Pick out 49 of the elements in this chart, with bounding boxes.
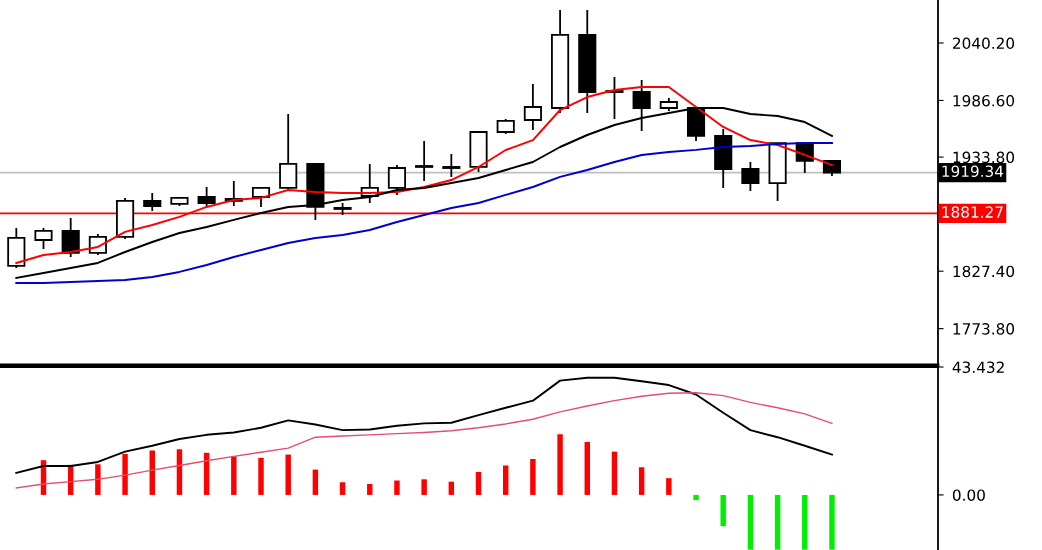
bar (394, 480, 400, 495)
line-series (15, 376, 833, 474)
bar (747, 494, 754, 550)
candlestick (34, 227, 53, 250)
ref-line-label: 1881.27 (942, 206, 1003, 218)
candlestick (61, 217, 80, 258)
candlestick (387, 164, 407, 196)
bar (339, 482, 346, 495)
bar (421, 479, 427, 495)
y-tick-label: 43.432 (952, 361, 1004, 374)
bar (666, 478, 672, 495)
candlestick (741, 161, 760, 192)
y-tick-label: 2040.20 (953, 37, 1015, 50)
candlestick (523, 83, 542, 131)
bar (584, 441, 590, 495)
bar (95, 464, 101, 495)
bar (802, 494, 808, 550)
candlestick (251, 186, 271, 208)
bar (312, 469, 319, 495)
y-tick-label: 0.00 (952, 489, 985, 501)
bar (720, 494, 726, 527)
bar (122, 453, 128, 495)
bar (176, 449, 183, 495)
bar (258, 457, 264, 495)
candlestick (143, 192, 162, 212)
y-tick-label: 1986.60 (953, 94, 1015, 107)
bar (611, 451, 618, 495)
bar (829, 494, 835, 550)
bar (502, 465, 509, 495)
ref-line-label: 1919.34 (942, 165, 1004, 178)
bar (693, 494, 699, 501)
candlestick (442, 153, 461, 178)
bar (638, 467, 645, 495)
bar (774, 494, 781, 550)
bar (231, 456, 237, 495)
bar (475, 471, 482, 495)
y-tick-label: 1933.80 (953, 151, 1015, 164)
candlestick (415, 140, 434, 182)
line-series (15, 141, 833, 284)
bar (149, 450, 155, 495)
bar (367, 484, 373, 495)
y-tick-label: 1827.40 (953, 265, 1015, 278)
bar (285, 454, 291, 495)
bar (557, 434, 563, 495)
candlestick (197, 186, 216, 208)
line-series (15, 392, 833, 489)
bar (530, 458, 536, 495)
y-tick-label: 1773.80 (953, 323, 1015, 335)
bar (448, 481, 455, 495)
